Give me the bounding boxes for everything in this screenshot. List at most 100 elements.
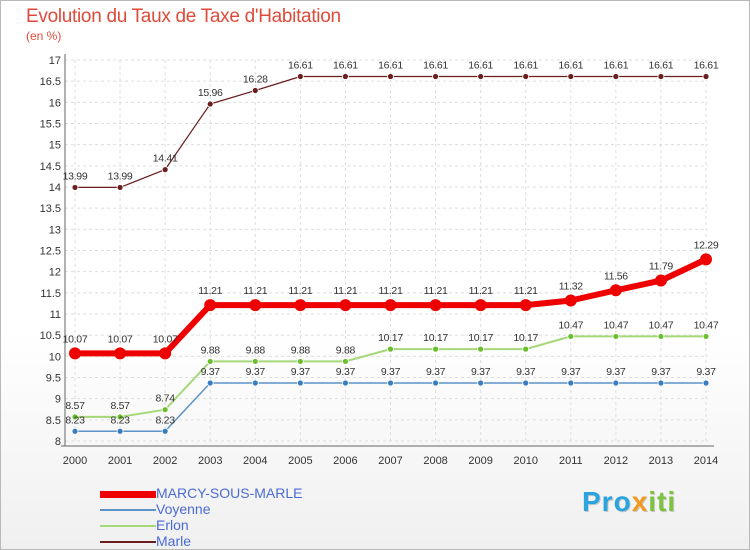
data-point-marle bbox=[657, 73, 665, 80]
y-tick-label: 16 bbox=[49, 97, 61, 109]
data-label-marcy-sous-marle: 10.07 bbox=[108, 333, 133, 345]
data-label-erlon: 8.74 bbox=[156, 393, 176, 405]
data-label-marle: 16.61 bbox=[603, 60, 628, 72]
data-point-voyenne bbox=[612, 379, 620, 387]
data-point-erlon bbox=[612, 333, 620, 340]
data-label-erlon: 10.47 bbox=[649, 319, 674, 331]
data-point-marle bbox=[71, 184, 79, 191]
x-tick-label: 2006 bbox=[333, 455, 357, 467]
data-point-marle bbox=[387, 73, 394, 80]
x-tick-label: 2007 bbox=[378, 455, 402, 467]
data-point-marle bbox=[567, 73, 575, 80]
data-label-marcy-sous-marle: 11.56 bbox=[604, 270, 628, 282]
data-point-marcy-sous-marle bbox=[429, 299, 442, 312]
x-tick-label: 2010 bbox=[513, 455, 537, 467]
data-point-marcy-sous-marle bbox=[384, 299, 397, 312]
y-tick-label: 15.5 bbox=[40, 119, 61, 131]
data-label-voyenne: 9.37 bbox=[516, 366, 536, 378]
data-label-voyenne: 9.37 bbox=[381, 366, 401, 378]
data-label-voyenne: 9.37 bbox=[246, 366, 266, 378]
data-point-voyenne bbox=[657, 379, 665, 387]
data-point-marcy-sous-marle bbox=[474, 299, 487, 312]
data-point-marle bbox=[296, 73, 304, 80]
data-label-marcy-sous-marle: 11.21 bbox=[424, 285, 448, 297]
legend-swatch-voyenne bbox=[100, 509, 156, 511]
data-point-marle bbox=[477, 73, 485, 80]
data-point-erlon bbox=[206, 358, 214, 365]
x-tick-label: 2013 bbox=[649, 455, 673, 467]
data-point-marle bbox=[432, 73, 439, 80]
data-label-voyenne: 8.23 bbox=[156, 414, 176, 426]
data-point-erlon bbox=[342, 358, 349, 365]
data-label-erlon: 9.88 bbox=[291, 344, 311, 356]
logo-part-1: Pro bbox=[582, 486, 632, 517]
data-point-marle bbox=[116, 184, 124, 191]
legend-swatch-marcy bbox=[100, 490, 156, 498]
data-point-erlon bbox=[522, 345, 530, 353]
data-point-voyenne bbox=[296, 379, 304, 387]
data-label-erlon: 10.47 bbox=[558, 319, 583, 331]
y-tick-label: 13 bbox=[49, 224, 61, 236]
legend-label-marcy: MARCY-SOUS-MARLE bbox=[156, 485, 303, 501]
data-label-marle: 16.61 bbox=[378, 60, 403, 72]
y-tick-label: 17 bbox=[49, 55, 61, 67]
data-label-marle: 15.96 bbox=[198, 87, 223, 99]
data-point-marle bbox=[251, 87, 259, 94]
data-point-marcy-sous-marle bbox=[339, 299, 352, 312]
data-label-marcy-sous-marle: 11.21 bbox=[379, 285, 403, 297]
y-tick-label: 9 bbox=[55, 394, 61, 406]
data-point-marcy-sous-marle bbox=[114, 347, 127, 360]
data-point-marcy-sous-marle bbox=[69, 347, 81, 360]
x-tick-label: 2014 bbox=[694, 455, 718, 467]
proxiti-logo: Proxiti bbox=[582, 486, 676, 518]
data-point-voyenne bbox=[387, 379, 394, 387]
data-label-voyenne: 9.37 bbox=[336, 366, 356, 378]
data-label-erlon: 9.88 bbox=[336, 344, 356, 356]
data-label-erlon: 10.17 bbox=[423, 332, 448, 344]
x-tick-label: 2005 bbox=[288, 455, 312, 467]
data-label-erlon: 10.47 bbox=[694, 319, 719, 331]
data-label-marcy-sous-marle: 11.32 bbox=[559, 280, 583, 292]
data-point-marcy-sous-marle bbox=[294, 299, 307, 312]
x-tick-label: 2009 bbox=[468, 455, 492, 467]
x-tick-label: 2002 bbox=[153, 455, 177, 467]
data-label-marcy-sous-marle: 11.21 bbox=[288, 285, 312, 297]
data-label-erlon: 8.57 bbox=[110, 400, 130, 412]
data-label-marcy-sous-marle: 11.21 bbox=[243, 285, 267, 297]
data-point-voyenne bbox=[161, 427, 169, 435]
chart-title: Evolution du Taux de Taxe d'Habitation bbox=[26, 6, 341, 27]
data-label-voyenne: 9.37 bbox=[561, 366, 581, 378]
data-label-marcy-sous-marle: 11.21 bbox=[333, 285, 357, 297]
data-point-voyenne bbox=[251, 379, 259, 387]
data-point-marcy-sous-marle bbox=[700, 253, 712, 266]
legend-swatch-erlon bbox=[100, 525, 156, 527]
data-point-erlon bbox=[71, 413, 79, 421]
chart-unit: (en %) bbox=[26, 29, 62, 43]
data-point-erlon bbox=[161, 406, 169, 414]
data-point-marle bbox=[161, 166, 169, 174]
data-point-voyenne bbox=[702, 379, 710, 387]
logo-part-2: x bbox=[631, 486, 649, 517]
data-label-voyenne: 9.37 bbox=[201, 366, 221, 378]
data-point-marcy-sous-marle bbox=[249, 299, 262, 312]
data-label-erlon: 9.88 bbox=[246, 344, 266, 356]
data-point-erlon bbox=[477, 345, 485, 353]
data-label-erlon: 10.17 bbox=[513, 332, 538, 344]
data-point-voyenne bbox=[477, 379, 485, 387]
y-tick-label: 8.5 bbox=[46, 415, 61, 427]
x-tick-label: 2004 bbox=[243, 455, 267, 467]
data-point-erlon bbox=[251, 358, 259, 365]
data-point-marcy-sous-marle bbox=[609, 284, 622, 297]
data-point-marle bbox=[342, 73, 349, 80]
data-label-voyenne: 9.37 bbox=[471, 366, 491, 378]
data-point-marcy-sous-marle bbox=[204, 299, 217, 312]
data-label-marle: 13.99 bbox=[108, 170, 133, 182]
y-tick-label: 12.5 bbox=[40, 246, 61, 258]
data-point-marle bbox=[522, 73, 530, 80]
y-tick-label: 11 bbox=[50, 309, 61, 321]
data-label-erlon: 9.88 bbox=[201, 344, 221, 356]
data-point-voyenne bbox=[342, 379, 349, 387]
x-tick-label: 2003 bbox=[198, 455, 222, 467]
data-point-voyenne bbox=[71, 427, 79, 435]
